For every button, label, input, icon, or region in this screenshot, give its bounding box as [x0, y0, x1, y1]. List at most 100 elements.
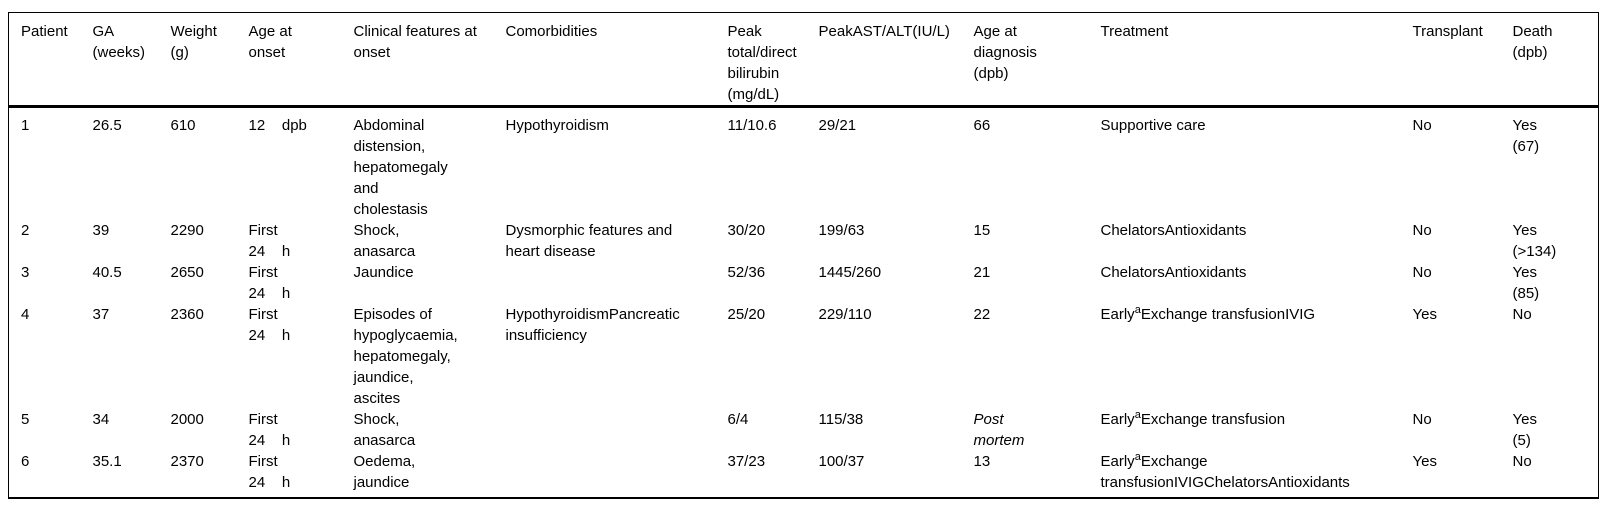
- cell-patient: 5: [21, 411, 30, 428]
- cell-peak-bilirubin: 6/4: [727, 411, 749, 428]
- cell-transplant: No: [1412, 264, 1432, 281]
- header-age-at-onset: Age at onset: [248, 23, 292, 61]
- treatment-text: Early: [1100, 453, 1135, 470]
- cell-transplant: No: [1412, 117, 1432, 134]
- cell-death: Yes (>134): [1512, 222, 1557, 260]
- cell-age-at-onset: First 24 h: [248, 411, 291, 449]
- treatment-text: Early: [1100, 411, 1135, 428]
- header-row: Patient GA (weeks) Weight (g) Age at ons…: [8, 13, 1599, 107]
- cell-comorbidities: [506, 262, 728, 304]
- header-clinical-features: Clinical features at onset: [353, 23, 477, 61]
- cell-peak-ast-alt: 115/38: [818, 411, 864, 428]
- cell-treatment: Supportive care: [1101, 107, 1413, 221]
- cell-ga: 40.5: [92, 264, 122, 281]
- cell-weight: 2650: [170, 264, 204, 281]
- treatment-text: Exchange transfusion: [1140, 411, 1286, 428]
- cell-age-at-onset: First 24 h: [248, 264, 291, 302]
- cell-death: Yes (85): [1512, 264, 1540, 302]
- cell-death: No: [1512, 306, 1532, 323]
- cell-treatment: EarlyaExchange transfusionIVIG: [1101, 304, 1413, 409]
- footnote-marker: a: [1134, 451, 1141, 463]
- cell-transplant: Yes: [1412, 453, 1437, 470]
- cell-weight: 2370: [170, 453, 204, 470]
- cell-peak-ast-alt: 29/21: [818, 117, 857, 134]
- cell-transplant: No: [1412, 222, 1432, 239]
- cell-transplant: Yes: [1412, 306, 1437, 323]
- cell-age-at-onset: First 24 h: [248, 306, 291, 344]
- header-age-at-diagnosis: Age at diagnosis (dpb): [973, 23, 1037, 82]
- header-peak-ast-alt: PeakAST/ALT(IU/L): [818, 23, 950, 40]
- cell-patient: 1: [21, 117, 30, 134]
- cell-patient: 6: [21, 453, 30, 470]
- cell-clinical-features: Shock, anasarca: [353, 222, 416, 260]
- cell-clinical-features: Shock, anasarca: [353, 411, 416, 449]
- cell-transplant: No: [1412, 411, 1432, 428]
- cell-clinical-features: Jaundice: [353, 264, 414, 281]
- cell-patient: 3: [21, 264, 30, 281]
- cell-age-at-onset: First 24 h: [248, 222, 291, 260]
- cell-peak-ast-alt: 199/63: [818, 222, 865, 239]
- cell-ga: 26.5: [92, 117, 122, 134]
- treatment-text: Early: [1100, 306, 1135, 323]
- treatment-text: Supportive care: [1100, 117, 1206, 134]
- table-row: 2 39 2290 First 24 h Shock, anasarca Dys…: [9, 220, 1599, 262]
- cell-clinical-features: Abdominal distension, hepatomegaly and c…: [353, 117, 448, 218]
- cell-treatment: ChelatorsAntioxidants: [1101, 262, 1413, 304]
- table-row: 1 26.5 610 12 dpb Abdominal distension, …: [9, 107, 1599, 221]
- cell-comorbidities: [506, 451, 728, 498]
- table-row: 3 40.5 2650 First 24 h Jaundice 52/36 14…: [9, 262, 1599, 304]
- header-weight: Weight (g): [170, 23, 217, 61]
- table-header: Patient GA (weeks) Weight (g) Age at ons…: [8, 13, 1599, 107]
- header-treatment: Treatment: [1100, 23, 1169, 40]
- table-row: 6 35.1 2370 First 24 h Oedema, jaundice …: [9, 451, 1599, 498]
- cell-ga: 39: [92, 222, 110, 239]
- cell-comorbidities: [506, 409, 728, 451]
- cell-treatment: ChelatorsAntioxidants: [1101, 220, 1413, 262]
- cell-weight: 2000: [170, 411, 204, 428]
- cell-weight: 2290: [170, 222, 204, 239]
- cell-peak-ast-alt: 1445/260: [818, 264, 882, 281]
- header-transplant: Transplant: [1412, 23, 1483, 40]
- table-body: 1 26.5 610 12 dpb Abdominal distension, …: [9, 107, 1599, 499]
- cell-comorbidities: Hypothyroidism: [505, 117, 609, 134]
- cell-ga: 37: [92, 306, 110, 323]
- treatment-text: Exchange transfusionIVIG: [1140, 306, 1316, 323]
- cell-peak-bilirubin: 25/20: [727, 306, 766, 323]
- cell-weight: 2360: [170, 306, 204, 323]
- cell-death: Yes (67): [1512, 117, 1540, 155]
- cell-peak-ast-alt: 229/110: [818, 306, 872, 323]
- cell-peak-ast-alt: 100/37: [818, 453, 865, 470]
- cell-peak-bilirubin: 52/36: [727, 264, 766, 281]
- cell-peak-bilirubin: 30/20: [727, 222, 766, 239]
- cell-age-at-diagnosis: 66: [973, 117, 991, 134]
- cell-peak-bilirubin: 37/23: [727, 453, 766, 470]
- cell-age-at-onset: First 24 h: [248, 453, 291, 491]
- cell-comorbidities: Dysmorphic features and heart disease: [505, 222, 673, 260]
- header-death: Death (dpb): [1512, 23, 1553, 61]
- cell-ga: 34: [92, 411, 110, 428]
- header-comorbidities: Comorbidities: [505, 23, 598, 40]
- header-ga: GA (weeks): [92, 23, 146, 61]
- cell-death: No: [1512, 453, 1532, 470]
- table-row: 4 37 2360 First 24 h Episodes of hypogly…: [9, 304, 1599, 409]
- treatment-text: ChelatorsAntioxidants: [1100, 222, 1247, 239]
- cell-age-at-diagnosis: 21: [973, 264, 991, 281]
- treatment-text: ChelatorsAntioxidants: [1100, 264, 1247, 281]
- cell-age-at-diagnosis: 22: [973, 306, 991, 323]
- treatment-text: Exchange transfusionIVIGChelatorsAntioxi…: [1100, 453, 1350, 491]
- patients-table-container: Patient GA (weeks) Weight (g) Age at ons…: [8, 12, 1599, 499]
- footnote-marker: a: [1134, 304, 1141, 316]
- header-patient: Patient: [21, 23, 68, 40]
- cell-patient: 2: [21, 222, 30, 239]
- cell-clinical-features: Episodes of hypoglycaemia, hepatomegaly,…: [353, 306, 458, 407]
- patients-table: Patient GA (weeks) Weight (g) Age at ons…: [8, 12, 1599, 499]
- cell-death: Yes (5): [1512, 411, 1537, 449]
- cell-treatment: EarlyaExchange transfusion: [1101, 409, 1413, 451]
- footnote-marker: a: [1134, 409, 1141, 421]
- cell-age-at-diagnosis: 13: [973, 453, 991, 470]
- table-row: 5 34 2000 First 24 h Shock, anasarca 6/4…: [9, 409, 1599, 451]
- cell-ga: 35.1: [92, 453, 122, 470]
- cell-age-at-diagnosis: 15: [973, 222, 991, 239]
- cell-treatment: EarlyaExchange transfusionIVIGChelatorsA…: [1101, 451, 1413, 498]
- cell-comorbidities: HypothyroidismPancreatic insufficiency: [505, 306, 680, 344]
